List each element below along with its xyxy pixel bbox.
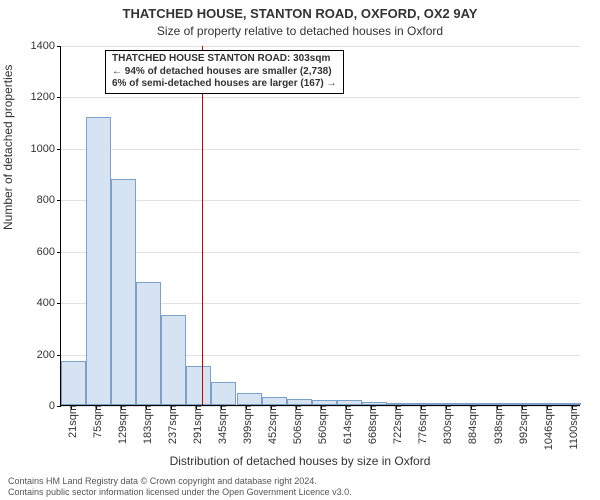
y-tick-mark bbox=[57, 303, 61, 304]
x-tick-label: 452sqm bbox=[267, 405, 279, 444]
y-tick-mark bbox=[57, 46, 61, 47]
footer-attribution: Contains HM Land Registry data © Crown c… bbox=[8, 476, 352, 498]
x-tick-label: 291sqm bbox=[192, 405, 204, 444]
x-tick-label: 938sqm bbox=[493, 405, 505, 444]
y-tick-label: 600 bbox=[37, 246, 55, 258]
x-tick-label: 21sqm bbox=[67, 405, 79, 438]
y-tick-mark bbox=[57, 200, 61, 201]
histogram-chart: THATCHED HOUSE, STANTON ROAD, OXFORD, OX… bbox=[0, 0, 600, 500]
grid-line bbox=[61, 252, 580, 253]
annotation-line-3: 6% of semi-detached houses are larger (1… bbox=[112, 78, 337, 91]
y-tick-label: 0 bbox=[49, 400, 55, 412]
x-tick-label: 992sqm bbox=[518, 405, 530, 444]
y-tick-label: 800 bbox=[37, 194, 55, 206]
x-tick-label: 345sqm bbox=[217, 405, 229, 444]
histogram-bar bbox=[61, 361, 86, 405]
y-tick-mark bbox=[57, 355, 61, 356]
x-tick-label: 183sqm bbox=[142, 405, 154, 444]
x-tick-label: 75sqm bbox=[92, 405, 104, 438]
y-tick-label: 200 bbox=[37, 349, 55, 361]
y-axis-label: Number of detached properties bbox=[1, 65, 15, 230]
x-tick-label: 884sqm bbox=[467, 405, 479, 444]
x-tick-label: 1046sqm bbox=[543, 405, 555, 450]
grid-line bbox=[61, 200, 580, 201]
annotation-line-1: THATCHED HOUSE STANTON ROAD: 303sqm bbox=[112, 53, 337, 66]
y-tick-label: 1200 bbox=[31, 91, 55, 103]
histogram-bar bbox=[136, 282, 161, 405]
y-tick-label: 1400 bbox=[31, 40, 55, 52]
annotation-line-2: ← 94% of detached houses are smaller (2,… bbox=[112, 66, 337, 79]
grid-line bbox=[61, 97, 580, 98]
x-axis-label: Distribution of detached houses by size … bbox=[0, 454, 600, 468]
x-tick-label: 668sqm bbox=[367, 405, 379, 444]
histogram-bar bbox=[86, 117, 111, 405]
x-tick-label: 506sqm bbox=[292, 405, 304, 444]
y-tick-label: 400 bbox=[37, 297, 55, 309]
x-tick-label: 1100sqm bbox=[568, 405, 580, 449]
grid-line bbox=[61, 149, 580, 150]
x-tick-label: 614sqm bbox=[342, 405, 354, 444]
histogram-bar bbox=[262, 397, 287, 405]
chart-title: THATCHED HOUSE, STANTON ROAD, OXFORD, OX… bbox=[0, 6, 600, 21]
x-tick-label: 830sqm bbox=[442, 405, 454, 444]
x-tick-label: 129sqm bbox=[117, 405, 129, 444]
x-tick-label: 560sqm bbox=[317, 405, 329, 444]
x-tick-label: 722sqm bbox=[392, 405, 404, 444]
x-tick-label: 237sqm bbox=[167, 405, 179, 444]
y-tick-mark bbox=[57, 252, 61, 253]
reference-line bbox=[202, 46, 203, 405]
x-tick-label: 776sqm bbox=[417, 405, 429, 444]
x-tick-label: 399sqm bbox=[242, 405, 254, 444]
footer-line-2: Contains public sector information licen… bbox=[8, 487, 352, 498]
y-tick-mark bbox=[57, 406, 61, 407]
histogram-bar bbox=[111, 179, 136, 405]
y-tick-label: 1000 bbox=[31, 143, 55, 155]
histogram-bar bbox=[237, 393, 262, 405]
grid-line bbox=[61, 46, 580, 47]
y-tick-mark bbox=[57, 97, 61, 98]
histogram-bar bbox=[211, 382, 236, 405]
y-tick-mark bbox=[57, 149, 61, 150]
histogram-bar bbox=[186, 366, 211, 405]
reference-annotation: THATCHED HOUSE STANTON ROAD: 303sqm ← 94… bbox=[105, 50, 344, 94]
chart-subtitle: Size of property relative to detached ho… bbox=[0, 24, 600, 38]
footer-line-1: Contains HM Land Registry data © Crown c… bbox=[8, 476, 352, 487]
histogram-bar bbox=[161, 315, 186, 405]
plot-area: 020040060080010001200140021sqm75sqm129sq… bbox=[60, 46, 580, 406]
